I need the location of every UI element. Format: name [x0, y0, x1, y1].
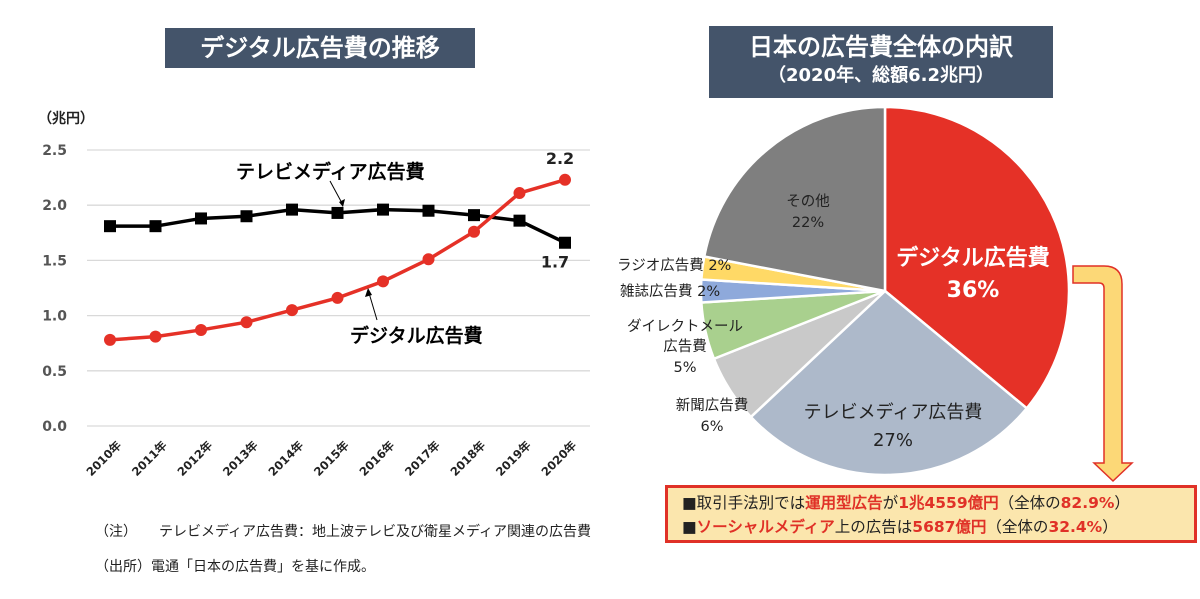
callout-highlight: 32.4%: [1048, 518, 1103, 536]
x-tick-label: 2010年: [83, 438, 124, 479]
digital-data-point: [559, 173, 571, 186]
digital-data-point: [240, 316, 253, 329]
tv-data-point: [195, 212, 207, 225]
y-tick-label: 1.5: [42, 253, 67, 269]
pie-label-direct-mail: ダイレクトメール: [627, 318, 743, 335]
callout-highlight: 5687億円: [912, 518, 987, 536]
callout-line-1: ■取引手法別では運用型広告が1兆4559億円（全体の82.9%）: [682, 491, 1194, 515]
pie-label-radio: ラジオ広告費 2%: [617, 257, 731, 274]
digital-data-point: [513, 187, 526, 200]
tv-data-point: [149, 220, 162, 233]
note-line: （注） テレビメディア広告費：地上波テレビ及び衛星メディア関連の広告費: [95, 521, 591, 541]
tv-data-point: [104, 220, 116, 233]
tv-data-point: [422, 204, 435, 217]
x-tick-label: 2018年: [447, 438, 488, 479]
callout-text: が: [882, 494, 899, 512]
pie-chart-subtitle: （2020年、総額6.2兆円）: [768, 65, 994, 86]
y-axis-unit-label: （兆円）: [38, 111, 94, 127]
pie-slice-radio: [700, 255, 886, 293]
pie-label-tv: 27%: [873, 430, 913, 451]
x-tick-label: 2014年: [265, 438, 306, 479]
pie-label-other: その他: [786, 193, 830, 210]
callout-text: ）: [1102, 518, 1118, 536]
callout-text: ■取引手法別では: [682, 494, 806, 512]
pie-chart-title-main: 日本の広告費全体の内訳: [749, 33, 1013, 61]
x-tick-label: 2013年: [220, 438, 261, 479]
callout-box: ■取引手法別では運用型広告が1兆4559億円（全体の82.9%） ■ソーシャルメ…: [665, 485, 1197, 543]
x-tick-label: 2019年: [493, 438, 534, 479]
pie-label-newspaper: 6%: [700, 419, 723, 435]
digital-series-label: デジタル広告費: [350, 324, 483, 347]
pie-label-other: 22%: [792, 215, 824, 231]
tv-series-label: テレビメディア広告費: [236, 160, 425, 183]
tv-end-value-label: 1.7: [541, 253, 569, 272]
pie-slice-newspaper: [712, 289, 886, 419]
digital-data-point: [149, 330, 162, 343]
pie-label-magazine: 雑誌広告費 2%: [620, 283, 720, 300]
x-tick-label: 2016年: [356, 438, 397, 479]
source-text: 電通「日本の広告費」を基に作成。: [151, 559, 375, 575]
callout-highlight: 82.9%: [1060, 494, 1115, 512]
tv-series-pointer: [329, 180, 344, 206]
pie-slice-digital: [883, 105, 1071, 411]
pie-slice-direct-mail: [700, 289, 886, 361]
pie-slice-magazine: [699, 278, 886, 304]
pie-label-direct-mail: 5%: [673, 360, 696, 376]
note-prefix: （注）: [95, 524, 137, 540]
digital-data-point: [468, 225, 480, 238]
line-chart: （兆円） 0.00.51.01.52.02.5 2010年 2011年 2012年 2…: [38, 111, 590, 479]
x-tick-label: 2020年: [538, 438, 579, 479]
y-tick-label: 0.0: [42, 419, 67, 435]
x-tick-label: 2015年: [311, 438, 352, 479]
digital-data-point: [331, 291, 344, 304]
y-tick-label: 2.0: [42, 198, 67, 214]
digital-data-point: [195, 323, 207, 336]
callout-text: （全体の: [986, 518, 1049, 536]
x-tick-label: 2011年: [129, 438, 170, 479]
pie-label-tv: テレビメディア広告費: [804, 402, 983, 423]
pie-label-direct-mail: 広告費: [663, 338, 707, 355]
digital-data-point: [377, 275, 389, 288]
pie-label-newspaper: 新聞広告費: [676, 397, 749, 414]
note-text: テレビメディア広告費：地上波テレビ及び衛星メディア関連の広告費: [159, 524, 592, 540]
callout-highlight: 運用型広告: [805, 494, 883, 512]
callout-text: ）: [1114, 494, 1130, 512]
callout-text: 上の広告は: [834, 518, 913, 536]
pie-chart-title: 日本の広告費全体の内訳 （2020年、総額6.2兆円）: [709, 26, 1053, 98]
digital-data-point: [104, 333, 116, 346]
y-tick-label: 2.5: [42, 143, 67, 159]
callout-text: （全体の: [998, 494, 1061, 512]
tv-data-point: [468, 209, 480, 222]
callout-arrow: [1072, 265, 1134, 483]
tv-data-point: [331, 206, 344, 219]
y-tick-label: 1.0: [42, 309, 67, 325]
digital-data-point: [422, 253, 435, 266]
tv-data-point: [513, 214, 526, 227]
digital-series-pointer-head: [365, 288, 372, 297]
tv-data-point: [559, 236, 571, 249]
pie-label-digital: 36%: [947, 278, 1000, 303]
tv-data-point: [286, 203, 298, 216]
digital-end-value-label: 2.2: [546, 149, 574, 168]
source-line: （出所）電通「日本の広告費」を基に作成。: [95, 556, 375, 576]
line-chart-title: デジタル広告費の推移: [165, 28, 475, 68]
digital-data-point: [286, 304, 298, 317]
pie-slice-tv: [749, 289, 1029, 477]
pie-slice-other: [702, 105, 887, 293]
tv-data-point: [377, 203, 389, 216]
callout-highlight: 1兆4559億円: [898, 494, 999, 512]
digital-series-pointer: [368, 292, 378, 321]
callout-line-2: ■ソーシャルメディア上の広告は5687億円（全体の32.4%）: [682, 515, 1194, 539]
y-tick-label: 0.5: [42, 364, 67, 380]
callout-text: ■: [682, 518, 697, 536]
callout-highlight: ソーシャルメディア: [696, 518, 835, 536]
x-tick-label: 2017年: [402, 438, 443, 479]
tv-data-point: [240, 210, 253, 223]
x-tick-label: 2012年: [174, 438, 215, 479]
pie-label-digital: デジタル広告費: [896, 245, 1050, 271]
tv-series-pointer-head: [339, 199, 345, 207]
source-prefix: （出所）: [95, 559, 151, 575]
